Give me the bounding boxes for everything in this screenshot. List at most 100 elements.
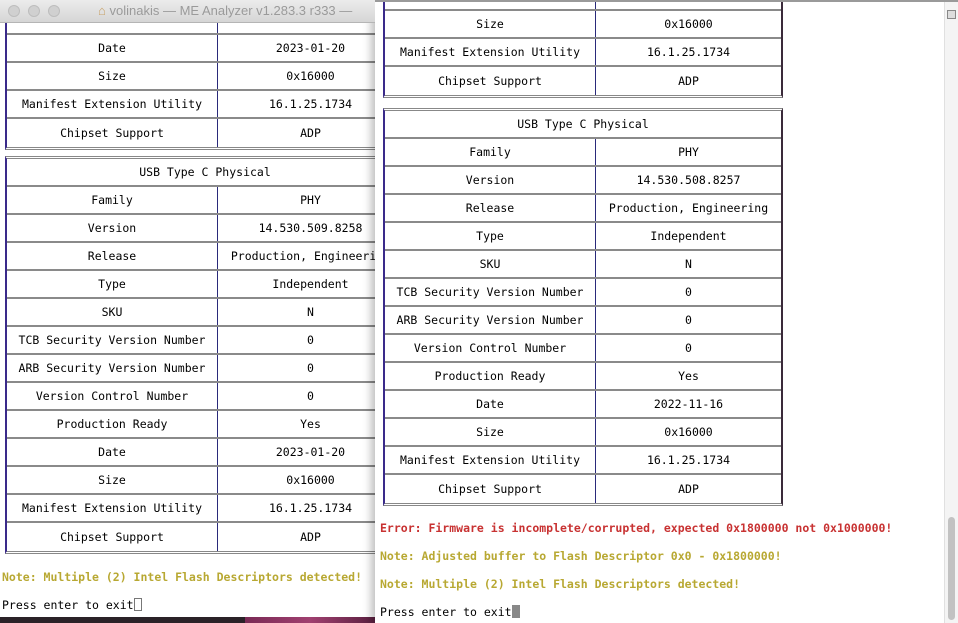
terminal-window-right[interactable]: Size 0x16000 Manifest Extension Utility 16.… <box>375 0 958 623</box>
table-row: TCB Security Version Number 0 <box>385 279 781 307</box>
terminal-window-left[interactable]: Date 2023-01-20 Size 0x16000 Manifest Extens… <box>0 0 375 617</box>
scrollbar-thumb[interactable] <box>948 517 955 620</box>
table-row: Chipset Support ADP <box>7 523 375 551</box>
table-row: Production Ready Yes <box>7 411 375 439</box>
table-row: Date 2023-01-20 <box>7 35 375 63</box>
note-message: Note: Multiple (2) Intel Flash Descripto… <box>380 577 741 591</box>
table-row: ARB Security Version Number 0 <box>7 355 375 383</box>
field-value: Independent <box>272 277 349 291</box>
table-row: SKU N <box>385 251 781 279</box>
field-value: 0x16000 <box>286 473 335 487</box>
field-value: ADP <box>300 126 321 140</box>
field-name: Manifest Extension Utility <box>385 39 596 65</box>
table-row: Manifest Extension Utility 16.1.25.1734 <box>385 39 781 67</box>
field-value: N <box>307 305 314 319</box>
table-row: Version Control Number 0 <box>385 335 781 363</box>
field-name: Manifest Extension Utility <box>7 495 218 521</box>
field-name: Family <box>385 139 596 165</box>
table-row: SKU N <box>7 299 375 327</box>
field-name: Date <box>385 391 596 417</box>
field-name: Type <box>385 223 596 249</box>
table-row: Type Independent <box>7 271 375 299</box>
field-value: PHY <box>300 193 321 207</box>
field-name: Manifest Extension Utility <box>385 447 596 473</box>
table-row: Release Production, Engineering <box>385 195 781 223</box>
field-name: Date <box>7 439 218 465</box>
table-row: Version Control Number 0 <box>7 383 375 411</box>
table-row: Release Production, Engineering <box>7 243 375 271</box>
field-name: Manifest Extension Utility <box>7 91 218 117</box>
title-bar[interactable]: ⌂ volinakis — ME Analyzer v1.283.3 r333 … <box>0 0 375 23</box>
table-row: Date 2022-11-16 <box>385 391 781 419</box>
table-row: Manifest Extension Utility 16.1.25.1734 <box>7 495 375 523</box>
table-row: Chipset Support ADP <box>385 475 781 503</box>
table-row: TCB Security Version Number 0 <box>7 327 375 355</box>
scrollbar[interactable] <box>944 2 958 623</box>
error-message: Error: Firmware is incomplete/corrupted,… <box>380 521 893 535</box>
field-name: Production Ready <box>7 411 218 437</box>
field-value: Independent <box>650 229 727 243</box>
field-name: Version <box>385 167 596 193</box>
field-value: N <box>685 257 692 271</box>
field-name: TCB Security Version Number <box>385 279 596 305</box>
field-name: Chipset Support <box>7 119 218 147</box>
field-value: 0 <box>685 341 692 355</box>
field-value: 0x16000 <box>286 69 335 83</box>
table-row: Type Independent <box>385 223 781 251</box>
field-value: Yes <box>300 417 321 431</box>
field-name: SKU <box>7 299 218 325</box>
close-button[interactable] <box>8 5 20 17</box>
field-name: Version Control Number <box>385 335 596 361</box>
field-name: Type <box>7 271 218 297</box>
table-row: Chipset Support ADP <box>385 67 781 95</box>
zoom-button[interactable] <box>48 5 60 17</box>
table-row <box>385 2 781 11</box>
table-row: ARB Security Version Number 0 <box>385 307 781 335</box>
table-row: Size 0x16000 <box>385 419 781 447</box>
minimize-button[interactable] <box>28 5 40 17</box>
field-value: Yes <box>678 369 699 383</box>
field-value: PHY <box>678 145 699 159</box>
field-value: 0 <box>685 285 692 299</box>
field-name: Release <box>385 195 596 221</box>
table-row: Version 14.530.508.8257 <box>385 167 781 195</box>
field-value: ADP <box>678 74 699 88</box>
field-value: 16.1.25.1734 <box>646 45 731 59</box>
field-name: Version <box>7 215 218 241</box>
field-name: Size <box>7 63 218 89</box>
table-row: Size 0x16000 <box>7 63 375 91</box>
exit-prompt: Press enter to exit <box>380 605 520 619</box>
table-header: USB Type C Physical <box>385 111 781 139</box>
table-row: Size 0x16000 <box>7 467 375 495</box>
field-name: Size <box>385 11 596 37</box>
field-name: ARB Security Version Number <box>7 355 218 381</box>
field-name: ARB Security Version Number <box>385 307 596 333</box>
table-row: Date 2023-01-20 <box>7 439 375 467</box>
table-row: Family PHY <box>7 187 375 215</box>
field-name: Size <box>7 467 218 493</box>
field-value: 16.1.25.1734 <box>268 97 353 111</box>
field-name: Family <box>7 187 218 213</box>
field-value: 0 <box>307 389 314 403</box>
field-value: Production, Engineering <box>608 201 769 215</box>
usb-type-c-table: USB Type C Physical Family PHY Version 14.53… <box>5 156 375 554</box>
field-name: TCB Security Version Number <box>7 327 218 353</box>
table-row: Manifest Extension Utility 16.1.25.1734 <box>7 91 375 119</box>
field-value: ADP <box>300 530 321 544</box>
scroll-menu-icon[interactable] <box>947 10 956 19</box>
table-header: USB Type C Physical <box>7 159 375 187</box>
field-value: 0x16000 <box>664 425 713 439</box>
table-row: Production Ready Yes <box>385 363 781 391</box>
field-name: Date <box>7 35 218 61</box>
cursor <box>511 605 520 618</box>
field-name: Release <box>7 243 218 269</box>
table-row: Size 0x16000 <box>385 11 781 39</box>
field-value: 16.1.25.1734 <box>646 453 731 467</box>
field-value: 2023-01-20 <box>275 41 346 55</box>
field-value: Production, Engineering <box>230 249 375 263</box>
table-row: Version 14.530.509.8258 <box>7 215 375 243</box>
field-name: Production Ready <box>385 363 596 389</box>
field-value: 2023-01-20 <box>275 445 346 459</box>
field-value: 2022-11-16 <box>653 397 724 411</box>
field-name: Version Control Number <box>7 383 218 409</box>
